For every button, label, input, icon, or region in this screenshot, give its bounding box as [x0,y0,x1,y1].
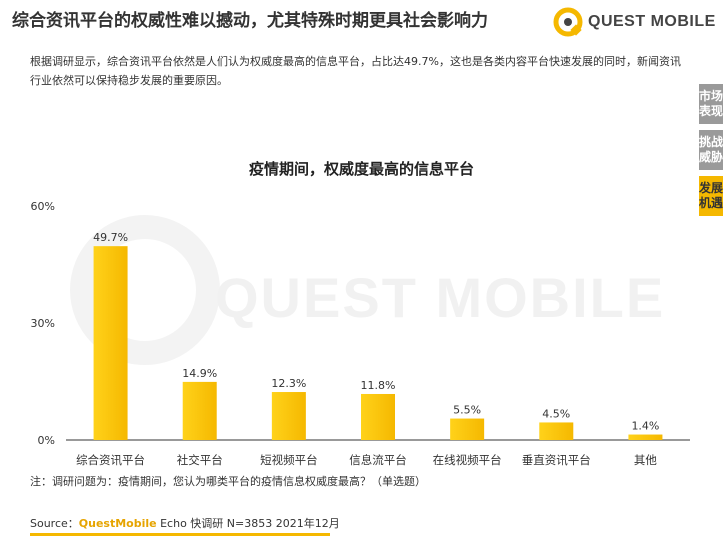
bar-2 [271,392,306,440]
data-label: 1.4% [631,420,659,433]
brand-logo: QUEST MOBILE [548,4,720,40]
data-label: 14.9% [182,367,217,380]
bar-1 [182,381,217,440]
x-tick-label: 短视频平台 [260,453,318,467]
data-label: 11.8% [361,379,396,392]
source-underline [30,533,330,536]
x-tick-label: 信息流平台 [349,453,407,467]
chart-title: 疫情期间，权威度最高的信息平台 [248,160,474,178]
bar-0 [93,246,128,440]
quest-mobile-logo-icon [553,7,583,37]
y-tick-label: 60% [31,200,55,213]
bar-4 [450,418,485,440]
source-line: Source：QuestMobile Echo 快调研 N=3853 2021年… [30,515,340,531]
data-label: 49.7% [93,231,128,244]
data-label: 12.3% [271,377,306,390]
x-tick-label: 其他 [634,453,657,467]
bar-6 [628,434,663,440]
source-details: Echo 快调研 N=3853 2021年12月 [156,517,340,530]
x-tick-label: 在线视频平台 [433,453,502,467]
tab-market-performance[interactable]: 市场表现 [699,84,723,124]
watermark-text: QUEST MOBILE [215,266,666,329]
side-tab-nav: 市场表现 挑战威胁 发展机遇 [699,84,723,222]
x-tick-label: 综合资讯平台 [76,453,145,467]
tab-opportunities[interactable]: 发展机遇 [699,176,723,216]
source-brand: QuestMobile [78,517,157,530]
tab-challenges[interactable]: 挑战威胁 [699,130,723,170]
data-label: 4.5% [542,407,570,420]
bar-3 [361,393,395,440]
x-tick-label: 社交平台 [177,453,223,467]
brand-name: QUEST MOBILE [588,13,716,30]
y-tick-label: 30% [31,317,55,330]
source-prefix: Source： [30,517,79,530]
survey-note: 注：调研问题为：疫情期间，您认为哪类平台的疫情信息权威度最高？（单选题） [30,475,426,488]
bar-5 [539,422,574,440]
page-title: 综合资讯平台的权威性难以撼动，尤其特殊时期更具社会影响力 [12,11,488,31]
x-tick-label: 垂直资讯平台 [522,453,591,467]
data-label: 5.5% [453,404,481,417]
y-tick-label: 0% [38,434,55,447]
description-text: 根据调研显示，综合资讯平台依然是人们认为权威度最高的信息平台，占比达49.7%，… [30,55,681,87]
